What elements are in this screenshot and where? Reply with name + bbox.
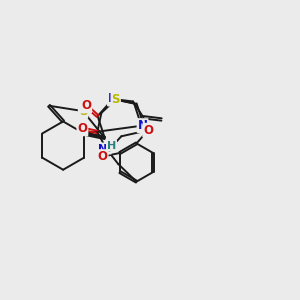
Text: N: N (108, 92, 118, 106)
Text: O: O (81, 99, 91, 112)
Text: S: S (111, 93, 120, 106)
Text: O: O (143, 124, 153, 137)
Text: N: N (98, 144, 107, 154)
Text: S: S (79, 105, 87, 118)
Text: O: O (77, 122, 87, 135)
Text: H: H (102, 144, 111, 154)
Text: N: N (137, 119, 148, 132)
Text: H: H (107, 141, 116, 151)
Text: O: O (98, 150, 108, 163)
